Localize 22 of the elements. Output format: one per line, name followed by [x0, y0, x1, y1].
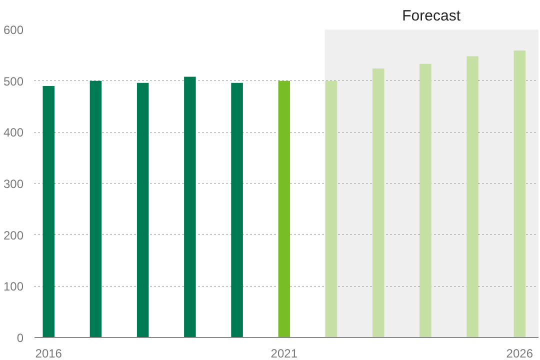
bar — [514, 50, 526, 338]
x-tick-label: 2016 — [35, 346, 62, 360]
band-label: Forecast — [402, 8, 462, 24]
y-tick-label: 400 — [3, 126, 24, 140]
y-tick-label: 500 — [3, 74, 24, 88]
bar — [42, 86, 55, 338]
bar — [372, 68, 384, 338]
y-tick-label: 0 — [16, 331, 24, 345]
bar — [325, 80, 338, 338]
x-tick-label: 2021 — [270, 346, 298, 360]
y-tick-label: 300 — [3, 177, 24, 191]
x-tick-label: 2026 — [506, 346, 534, 360]
bar — [184, 76, 196, 338]
y-tick-label: 600 — [3, 23, 24, 37]
y-tick-label: 100 — [3, 280, 24, 294]
bar — [231, 82, 243, 338]
bar — [136, 82, 149, 338]
bar — [90, 80, 102, 338]
y-tick-label: 200 — [3, 228, 24, 242]
bar — [278, 80, 290, 338]
bar — [466, 56, 478, 338]
bar — [420, 64, 432, 338]
